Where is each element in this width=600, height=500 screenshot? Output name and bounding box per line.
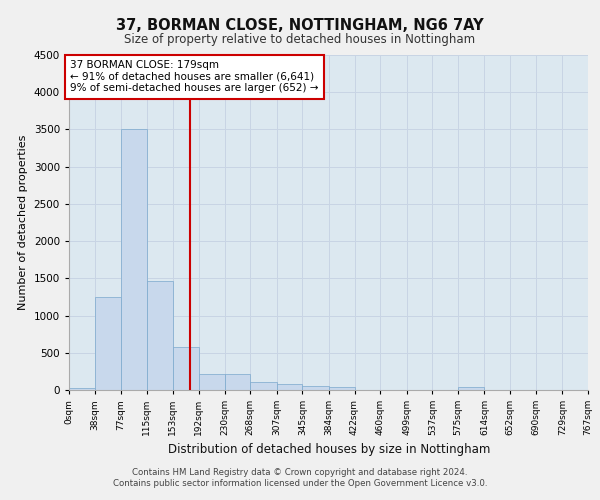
Bar xyxy=(199,374,224,390)
Bar xyxy=(302,386,329,390)
Text: Contains HM Land Registry data © Crown copyright and database right 2024.
Contai: Contains HM Land Registry data © Crown c… xyxy=(113,468,487,487)
Bar xyxy=(277,384,302,390)
Bar xyxy=(458,387,484,390)
Bar xyxy=(147,282,173,390)
Text: Size of property relative to detached houses in Nottingham: Size of property relative to detached ho… xyxy=(124,32,476,46)
Text: 37, BORMAN CLOSE, NOTTINGHAM, NG6 7AY: 37, BORMAN CLOSE, NOTTINGHAM, NG6 7AY xyxy=(116,18,484,32)
Bar xyxy=(121,130,147,390)
Bar xyxy=(173,347,199,390)
Bar xyxy=(69,388,95,390)
Bar xyxy=(224,374,250,390)
Y-axis label: Number of detached properties: Number of detached properties xyxy=(18,135,28,310)
Text: 37 BORMAN CLOSE: 179sqm
← 91% of detached houses are smaller (6,641)
9% of semi-: 37 BORMAN CLOSE: 179sqm ← 91% of detache… xyxy=(70,60,319,94)
Text: Distribution of detached houses by size in Nottingham: Distribution of detached houses by size … xyxy=(167,442,490,456)
Bar xyxy=(329,387,355,390)
Bar xyxy=(250,382,277,390)
Bar xyxy=(95,297,121,390)
